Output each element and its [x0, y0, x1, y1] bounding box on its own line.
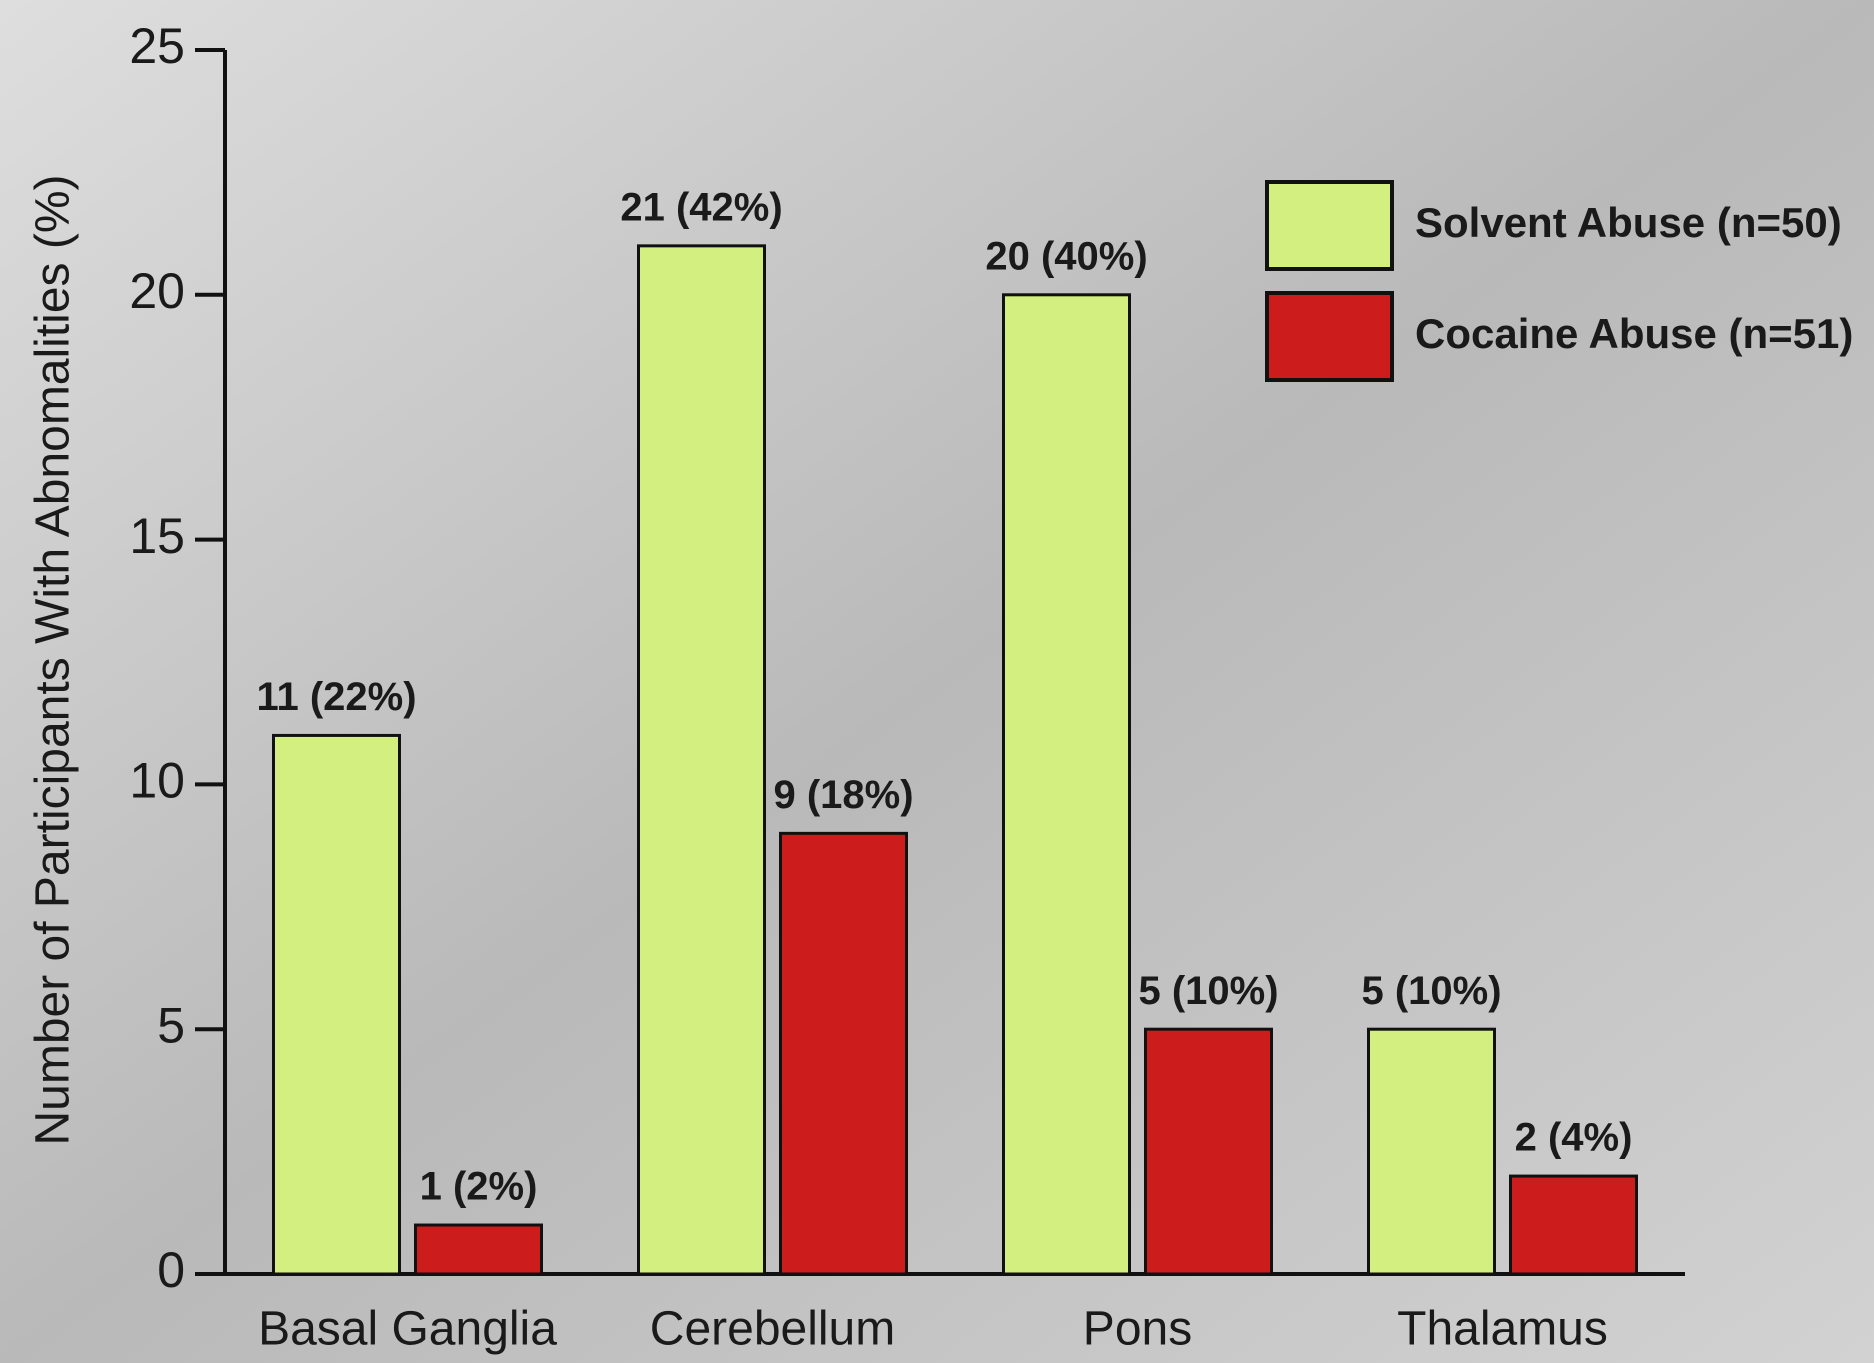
bar — [779, 831, 908, 1276]
x-tick-label: Pons — [1083, 1303, 1192, 1356]
bar — [1002, 293, 1131, 1276]
y-axis-label: Number of Participants With Abnomalities… — [27, 174, 80, 1145]
y-tick-label: 0 — [157, 1242, 185, 1298]
legend-label: Solvent Abuse (n=50) — [1415, 199, 1842, 246]
value-label: 5 (10%) — [1138, 969, 1278, 1013]
bar — [414, 1223, 543, 1276]
x-tick-label: Cerebellum — [650, 1303, 895, 1356]
legend-swatch — [1265, 291, 1394, 382]
bar — [272, 733, 401, 1276]
value-label: 21 (42%) — [620, 185, 782, 229]
y-tick-label: 25 — [129, 18, 185, 74]
legend-label: Cocaine Abuse (n=51) — [1415, 310, 1853, 357]
value-label: 9 (18%) — [773, 773, 913, 817]
y-tick-label: 5 — [157, 997, 185, 1053]
x-tick-label: Thalamus — [1397, 1303, 1608, 1356]
y-tick-label: 10 — [129, 753, 185, 809]
y-tick-label: 15 — [129, 508, 185, 564]
bar — [1144, 1027, 1273, 1276]
legend-swatch — [1265, 180, 1394, 271]
bar — [637, 244, 766, 1276]
bar — [1367, 1027, 1496, 1276]
value-label: 1 (2%) — [420, 1165, 538, 1209]
value-label: 20 (40%) — [985, 234, 1147, 278]
value-label: 5 (10%) — [1361, 969, 1501, 1013]
y-tick-label: 20 — [129, 263, 185, 319]
value-label: 11 (22%) — [256, 675, 416, 719]
x-tick-label: Basal Ganglia — [258, 1303, 557, 1356]
bar — [1509, 1174, 1638, 1276]
value-label: 2 (4%) — [1515, 1116, 1633, 1160]
